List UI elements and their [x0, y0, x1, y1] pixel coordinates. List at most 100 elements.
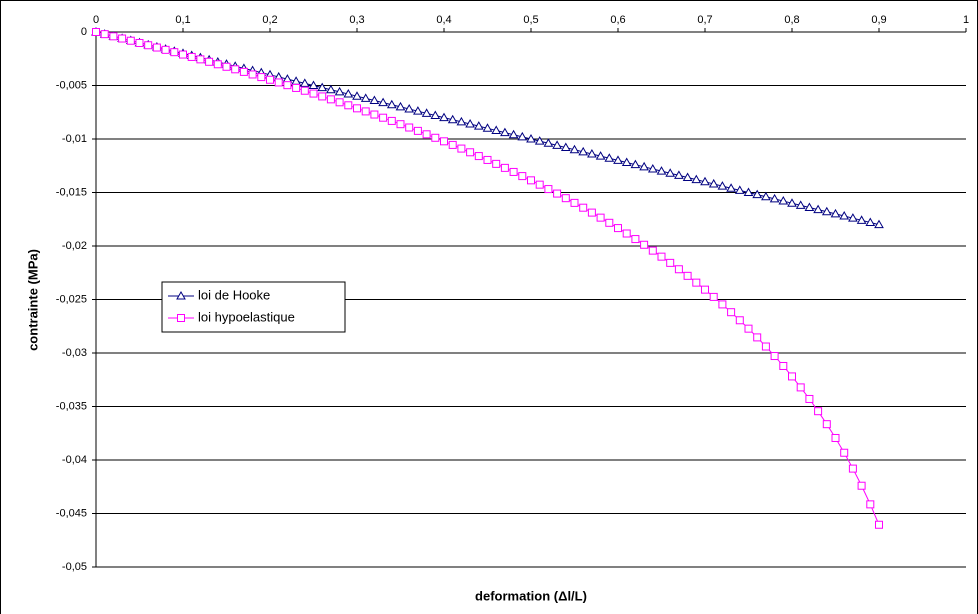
square-marker	[413, 126, 422, 135]
triangle-marker	[691, 174, 702, 184]
x-tick-label: 0,1	[175, 14, 190, 26]
square-marker	[666, 258, 675, 267]
square-marker	[805, 394, 814, 403]
triangle-marker	[326, 84, 336, 94]
triangle-marker	[647, 163, 658, 173]
square-marker	[257, 73, 266, 82]
square-marker	[718, 300, 727, 309]
triangle-marker	[482, 123, 493, 132]
triangle-marker	[552, 140, 562, 149]
triangle-marker	[404, 104, 415, 113]
triangle-marker	[334, 86, 345, 96]
triangle-marker	[543, 138, 554, 147]
square-marker	[239, 67, 248, 76]
square-marker	[483, 155, 492, 164]
triangle-marker	[848, 213, 858, 222]
square-marker	[318, 92, 327, 101]
square-marker	[440, 137, 448, 146]
square-marker	[579, 203, 588, 212]
square-marker	[500, 163, 509, 172]
square-marker	[866, 500, 875, 509]
square-marker	[126, 36, 135, 45]
triangle-marker	[830, 208, 841, 218]
y-tick-label: -0,015	[56, 186, 87, 198]
triangle-marker	[308, 80, 319, 89]
square-marker	[457, 144, 466, 153]
x-axis-title: deformation (Δl/L)	[475, 588, 587, 603]
triangle-marker	[613, 155, 623, 164]
triangle-marker	[821, 206, 832, 216]
triangle-marker	[352, 91, 362, 100]
y-tick-label: -0,025	[56, 293, 87, 305]
square-marker	[283, 81, 292, 90]
x-tick-label: 0,2	[262, 14, 277, 26]
triangle-marker	[299, 78, 310, 87]
triangle-marker	[421, 108, 432, 117]
triangle-marker	[856, 215, 867, 224]
y-tick-label: -0,02	[62, 240, 87, 252]
square-marker	[196, 55, 205, 64]
square-marker	[875, 520, 883, 529]
square-marker	[309, 89, 318, 98]
triangle-marker	[369, 95, 380, 104]
square-marker	[179, 50, 187, 59]
triangle-marker	[630, 159, 641, 169]
y-tick-label: -0,04	[62, 454, 87, 466]
y-tick-label: -0,03	[62, 347, 87, 359]
square-marker	[361, 107, 370, 116]
triangle-marker	[674, 170, 684, 179]
triangle-marker	[874, 219, 884, 229]
square-marker	[735, 316, 744, 325]
square-marker	[152, 43, 161, 52]
triangle-marker	[378, 97, 388, 107]
square-marker	[622, 229, 631, 238]
square-marker	[492, 159, 501, 168]
triangle-marker	[413, 106, 423, 115]
square-marker	[161, 45, 170, 54]
square-marker	[100, 30, 109, 39]
square-marker	[796, 383, 805, 392]
triangle-marker	[595, 151, 606, 160]
square-marker	[640, 240, 649, 249]
square-marker	[657, 252, 666, 261]
triangle-marker	[752, 189, 763, 199]
triangle-marker	[534, 136, 545, 145]
triangle-marker	[743, 187, 754, 196]
square-marker	[587, 208, 596, 217]
x-tick-label: 0,8	[784, 14, 799, 26]
square-marker	[431, 133, 440, 142]
x-tick-label: 1	[963, 14, 969, 26]
triangle-marker	[317, 82, 328, 92]
square-marker	[779, 361, 788, 370]
square-marker	[274, 78, 283, 87]
square-marker	[379, 113, 388, 122]
square-marker	[177, 314, 185, 322]
square-marker	[222, 62, 231, 71]
square-marker	[335, 98, 344, 107]
square-marker	[727, 308, 736, 317]
triangle-marker	[500, 127, 510, 137]
triangle-marker	[795, 200, 806, 209]
triangle-marker	[717, 181, 728, 190]
square-marker	[326, 95, 335, 104]
square-marker	[474, 152, 483, 161]
square-marker	[753, 333, 762, 342]
triangle-marker	[639, 161, 649, 171]
square-marker	[170, 48, 179, 57]
y-tick-label: -0,045	[56, 507, 87, 519]
square-marker	[387, 116, 396, 125]
square-marker	[248, 70, 257, 79]
square-marker	[92, 28, 100, 36]
square-marker	[213, 60, 222, 69]
x-tick-label: 0,4	[436, 14, 451, 26]
square-marker	[109, 32, 118, 41]
triangle-marker	[491, 125, 502, 134]
square-marker	[831, 433, 840, 442]
square-marker	[857, 481, 866, 490]
triangle-marker	[839, 211, 850, 220]
triangle-marker	[734, 185, 745, 194]
square-marker	[544, 185, 553, 194]
square-marker	[770, 352, 779, 361]
